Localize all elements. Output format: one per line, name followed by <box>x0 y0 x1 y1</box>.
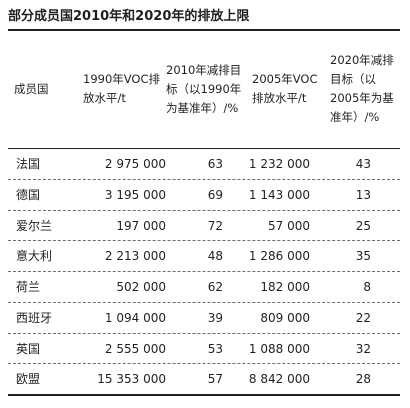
cell-voc-1990: 15 353 000 <box>97 372 166 387</box>
cell-target-2010: 39 <box>207 310 223 325</box>
cell-target-2010: 62 <box>207 280 223 294</box>
table-row: 荷兰 502 000 62 182 000 8 <box>8 272 400 303</box>
header-rule <box>8 148 400 149</box>
cell-voc-1990: 2 975 000 <box>104 157 166 171</box>
cell-target-2010: 48 <box>207 249 223 264</box>
row-divider <box>8 240 400 242</box>
cell-country: 意大利 <box>16 249 53 264</box>
header-voc-1990: 1990年VOC排放水平/t <box>83 72 161 105</box>
cell-target-2010: 72 <box>207 218 223 233</box>
cell-voc-2005: 8 842 000 <box>248 372 310 387</box>
cell-country: 德国 <box>16 187 41 202</box>
table-title: 部分成员国2010年和2020年的排放上限 <box>8 9 250 24</box>
row-divider <box>8 363 400 365</box>
cell-target-2020: 32 <box>355 341 371 356</box>
cell-voc-2005: 1 286 000 <box>248 249 310 264</box>
table-row: 德国 3 195 000 69 1 143 000 13 <box>8 180 400 211</box>
cell-country: 西班牙 <box>16 310 53 325</box>
table-bottom-rule <box>8 394 400 396</box>
cell-target-2010: 53 <box>207 341 223 356</box>
header-country: 成员国 <box>14 81 49 96</box>
cell-target-2020: 25 <box>355 218 371 233</box>
cell-country: 荷兰 <box>16 280 41 294</box>
table-top-rule <box>8 29 400 31</box>
cell-country: 英国 <box>16 341 41 356</box>
table-row: 意大利 2 213 000 48 1 286 000 35 <box>8 241 400 272</box>
row-divider <box>8 209 400 211</box>
cell-voc-2005: 1 088 000 <box>248 341 310 356</box>
cell-voc-2005: 1 143 000 <box>248 187 310 202</box>
cell-voc-2005: 57 000 <box>268 218 310 233</box>
cell-target-2020: 43 <box>355 157 371 171</box>
row-divider <box>8 178 400 180</box>
header-target-2010: 2010年减排目标（以1990年为基准年）/% <box>166 62 242 115</box>
cell-target-2020: 8 <box>363 280 371 294</box>
cell-voc-1990: 3 195 000 <box>104 187 166 202</box>
cell-country: 法国 <box>16 157 41 171</box>
header-target-2020: 2020年减排目标（以2005年为基准年）/% <box>330 53 394 124</box>
table-row: 西班牙 1 094 000 39 809 000 22 <box>8 303 400 334</box>
header-voc-2005: 2005年VOC排放水平/t <box>252 72 318 105</box>
row-divider <box>8 332 400 334</box>
cell-country: 爱尔兰 <box>16 218 53 233</box>
cell-target-2020: 22 <box>355 310 371 325</box>
cell-voc-1990: 1 094 000 <box>104 310 166 325</box>
row-divider <box>8 271 400 272</box>
table-row: 法国 2 975 000 63 1 232 000 43 <box>8 149 400 180</box>
cell-voc-2005: 182 000 <box>260 280 310 294</box>
cell-target-2020: 28 <box>355 372 371 387</box>
cell-voc-1990: 502 000 <box>116 280 166 294</box>
cell-voc-1990: 197 000 <box>116 218 166 233</box>
cell-voc-2005: 1 232 000 <box>248 157 310 171</box>
table-row: 爱尔兰 197 000 72 57 000 25 <box>8 211 400 242</box>
cell-target-2020: 13 <box>355 187 371 202</box>
cell-target-2020: 35 <box>355 249 371 264</box>
cell-target-2010: 63 <box>207 157 223 171</box>
cell-voc-2005: 809 000 <box>260 310 310 325</box>
table-row: 英国 2 555 000 53 1 088 000 32 <box>8 334 400 365</box>
cell-country: 欧盟 <box>16 372 41 387</box>
table-row: 欧盟 15 353 000 57 8 842 000 28 <box>8 364 400 395</box>
cell-voc-1990: 2 213 000 <box>104 249 166 264</box>
cell-target-2010: 57 <box>207 372 223 387</box>
row-divider <box>8 301 400 303</box>
cell-voc-1990: 2 555 000 <box>104 341 166 356</box>
cell-target-2010: 69 <box>207 187 223 202</box>
